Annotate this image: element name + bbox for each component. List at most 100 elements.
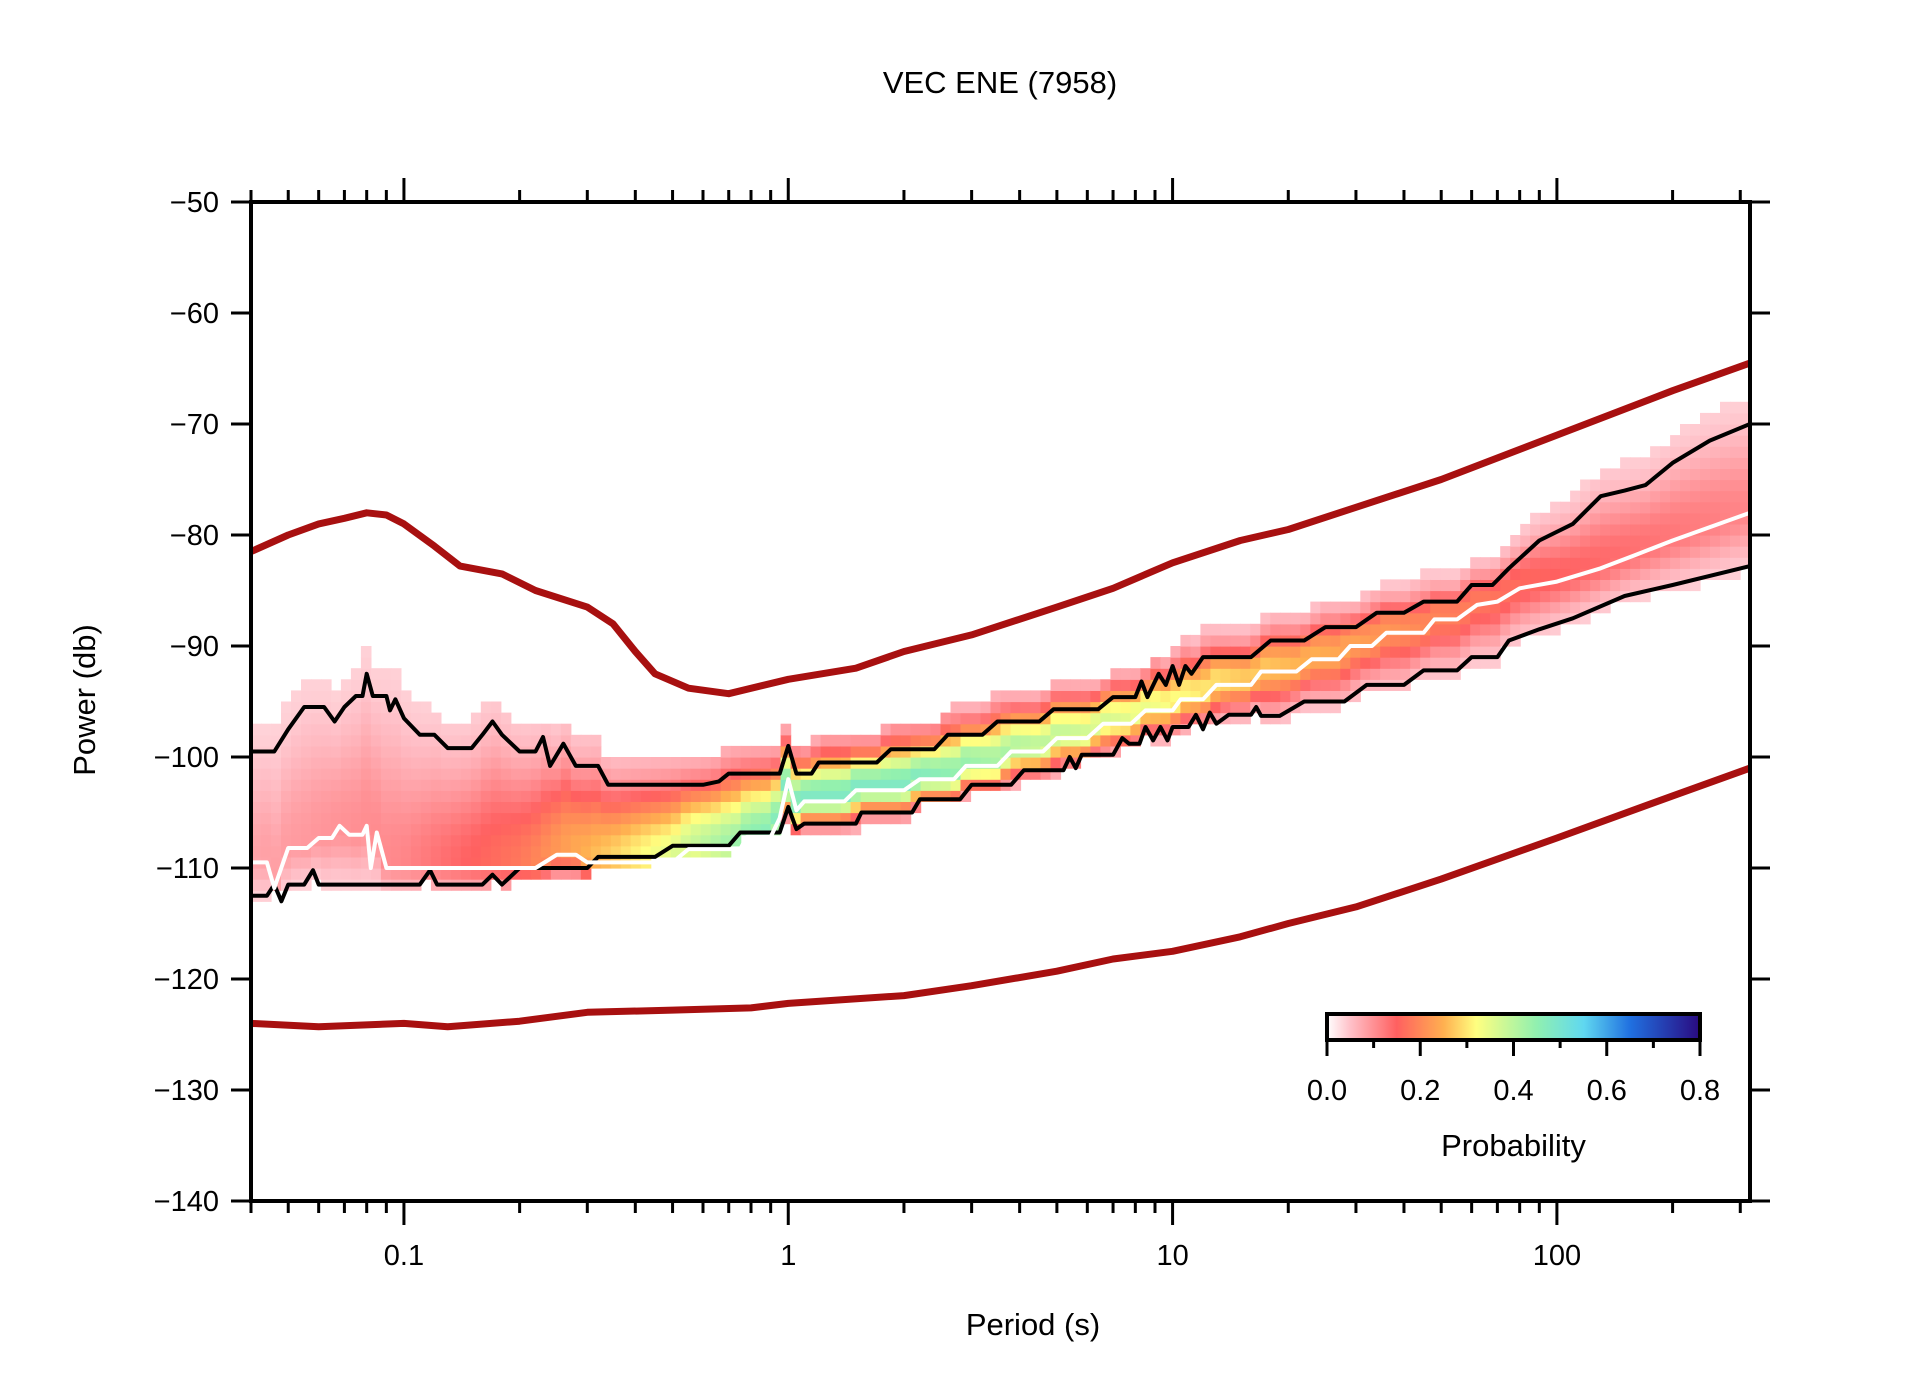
- pdf-cell: [340, 868, 352, 880]
- pdf-cell: [550, 723, 562, 736]
- pdf-cell: [1490, 634, 1501, 647]
- pdf-cell: [1600, 535, 1611, 547]
- pdf-cell: [1250, 668, 1261, 680]
- pdf-cell: [1300, 612, 1311, 625]
- pdf-cell: [291, 845, 302, 858]
- pdf-cell: [311, 801, 322, 814]
- pdf-cell: [1530, 557, 1541, 569]
- pdf-cell: [640, 768, 652, 780]
- pdf-cell: [1630, 557, 1641, 569]
- pdf-cell: [1280, 657, 1291, 669]
- pdf-cell: [550, 790, 562, 802]
- pdf-cell: [1700, 412, 1711, 425]
- pdf-cell: [650, 768, 662, 780]
- pdf-cell: [730, 834, 742, 847]
- pdf-cell: [980, 712, 992, 725]
- pdf-cell: [380, 834, 392, 847]
- pdf-cell: [410, 779, 422, 791]
- pdf-cell: [1310, 668, 1321, 680]
- pdf-cell: [1210, 634, 1221, 647]
- pdf-cell: [1190, 701, 1201, 714]
- pdf-cell: [1570, 557, 1581, 569]
- pdf-cell: [1200, 623, 1211, 636]
- pdf-cell: [1620, 535, 1631, 547]
- pdf-cell: [321, 868, 332, 880]
- pdf-cell: [1480, 601, 1491, 614]
- pdf-cell: [1570, 535, 1581, 547]
- pdf-cell: [1440, 623, 1451, 636]
- pdf-cell: [390, 757, 402, 769]
- pdf-cell: [880, 757, 892, 769]
- pdf-cell: [1410, 657, 1421, 669]
- pdf-cell: [890, 801, 902, 814]
- pdf-cell: [850, 768, 862, 780]
- x-tick-label: 10: [1156, 1240, 1188, 1272]
- pdf-cell: [960, 701, 972, 714]
- pdf-cell: [360, 712, 372, 725]
- pdf-cell: [1380, 634, 1391, 647]
- pdf-cell: [271, 768, 282, 780]
- pdf-cell: [1470, 657, 1481, 669]
- pdf-cell: [770, 801, 782, 814]
- pdf-cell: [440, 723, 452, 736]
- pdf-cell: [1100, 734, 1111, 747]
- pdf-cell: [360, 868, 372, 880]
- pdf-cell: [580, 812, 592, 825]
- pdf-cell: [340, 779, 352, 791]
- pdf-cell: [580, 779, 592, 791]
- pdf-cell: [380, 757, 392, 769]
- pdf-cell: [1660, 535, 1671, 547]
- pdf-cell: [1010, 768, 1022, 780]
- pdf-cell: [1420, 646, 1431, 658]
- pdf-cell: [1190, 634, 1201, 647]
- pdf-cell: [600, 823, 612, 836]
- pdf-cell: [1630, 457, 1641, 469]
- pdf-cell: [1720, 490, 1731, 503]
- pdf-cell: [1170, 712, 1181, 725]
- pdf-cell: [1220, 690, 1231, 703]
- pdf-cell: [1610, 523, 1621, 536]
- pdf-cell: [560, 757, 572, 769]
- pdf-cell: [1250, 634, 1261, 647]
- pdf-cell: [370, 856, 382, 869]
- pdf-cell: [1720, 479, 1731, 492]
- pdf-cell: [1240, 668, 1251, 680]
- pdf-cell: [1180, 723, 1191, 736]
- pdf-cell: [480, 856, 492, 869]
- pdf-cell: [1630, 568, 1641, 580]
- pdf-cell: [1570, 490, 1581, 503]
- pdf-cell: [1390, 657, 1401, 669]
- pdf-cell: [1700, 446, 1711, 458]
- pdf-cell: [1130, 723, 1141, 736]
- pdf-cell: [1680, 435, 1691, 447]
- pdf-cell: [810, 790, 822, 802]
- pdf-cell: [1430, 657, 1441, 669]
- pdf-cell: [670, 845, 682, 858]
- pdf-cell: [830, 801, 842, 814]
- pdf-cell: [1450, 657, 1461, 669]
- pdf-cell: [340, 745, 352, 758]
- pdf-cell: [650, 757, 662, 769]
- pdf-cell: [450, 779, 462, 791]
- pdf-cell: [540, 823, 552, 836]
- pdf-cell: [1560, 546, 1571, 558]
- pdf-cell: [450, 723, 462, 736]
- pdf-cell: [380, 779, 392, 791]
- pdf-cell: [1180, 690, 1191, 703]
- pdf-cell: [900, 812, 912, 825]
- pdf-cell: [1050, 679, 1062, 691]
- pdf-cell: [490, 801, 502, 814]
- pdf-cell: [261, 801, 272, 814]
- pdf-cell: [390, 823, 402, 836]
- pdf-cell: [1610, 479, 1621, 492]
- pdf-cell: [1090, 734, 1101, 747]
- pdf-cell: [350, 734, 362, 747]
- pdf-cell: [440, 779, 452, 791]
- pdf-cell: [301, 757, 312, 769]
- pdf-cell: [1670, 490, 1681, 503]
- pdf-cell: [340, 757, 352, 769]
- pdf-cell: [1100, 712, 1111, 725]
- pdf-cell: [1040, 701, 1052, 714]
- pdf-cell: [1540, 601, 1551, 614]
- pdf-cell: [1060, 723, 1072, 736]
